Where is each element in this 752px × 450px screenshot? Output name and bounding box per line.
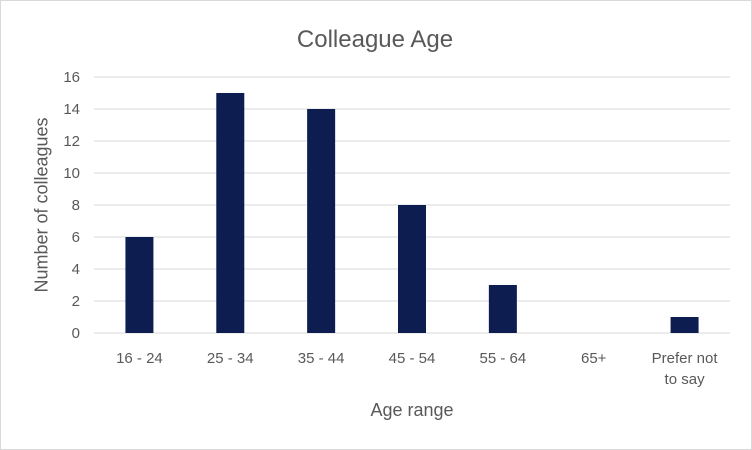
x-tick-labels: 16 - 24 25 - 34 35 - 44 45 - 54 55 - 64 65+ Pr… — [116, 350, 718, 388]
y-tick-label: 12 — [63, 133, 80, 150]
bar-55-64 — [488, 285, 517, 333]
x-tick-label: 55 - 64 — [480, 350, 527, 367]
x-tick-label: 25 - 34 — [207, 350, 254, 367]
bar-45-54 — [398, 205, 426, 333]
bar-prefer-not-to-say — [670, 317, 699, 333]
y-tick-label: 16 — [63, 69, 80, 86]
x-tick-label: 65+ — [581, 350, 607, 367]
x-tick-label: 45 - 54 — [389, 350, 436, 367]
y-tick-label: 10 — [63, 165, 80, 182]
y-tick-label: 2 — [72, 293, 80, 310]
chart-title: Colleague Age — [296, 26, 454, 53]
y-tick-label: 4 — [72, 261, 80, 278]
x-tick-label: 16 - 24 — [116, 350, 163, 367]
y-tick-label: 0 — [72, 325, 80, 342]
bar-25-34 — [216, 93, 245, 333]
y-tick-labels: 0 2 4 6 8 10 12 14 16 — [63, 69, 80, 342]
y-tick-label: 8 — [72, 197, 80, 214]
x-axis-title: Age range — [370, 400, 454, 420]
x-tick-label: Prefer not to say — [652, 350, 719, 388]
x-tick-label: 35 - 44 — [298, 350, 345, 367]
bar-16-24 — [125, 237, 154, 333]
bars — [125, 93, 699, 333]
bar-35-44 — [307, 109, 336, 333]
y-tick-label: 14 — [63, 101, 80, 118]
y-tick-label: 6 — [72, 229, 80, 246]
